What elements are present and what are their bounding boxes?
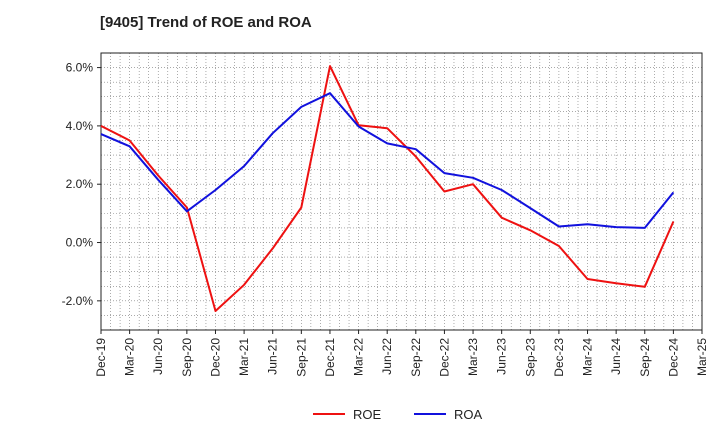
y-axis-ticks: 6.0% 4.0% 2.0% 0.0% -2.0%: [62, 61, 101, 308]
x-tick-label: Jun-23: [495, 338, 509, 375]
y-tick-label: -2.0%: [62, 294, 94, 308]
x-tick-label: Dec-19: [94, 338, 108, 377]
legend-label-roe: ROE: [353, 407, 382, 422]
x-tick-label: Sep-20: [180, 338, 194, 377]
x-tick-label: Mar-24: [581, 338, 595, 376]
x-tick-label: Jun-20: [151, 338, 165, 375]
legend-label-roa: ROA: [454, 407, 483, 422]
x-tick-label: Mar-22: [352, 338, 366, 376]
x-tick-label: Sep-23: [523, 338, 537, 377]
x-tick-label: Jun-22: [380, 338, 394, 375]
x-tick-label: Mar-23: [466, 338, 480, 376]
y-tick-label: 2.0%: [66, 177, 94, 191]
x-tick-label: Sep-22: [409, 338, 423, 377]
plot-area: [100, 52, 703, 331]
x-tick-label: Dec-20: [208, 338, 222, 377]
x-tick-label: Dec-24: [666, 338, 680, 377]
x-tick-label: Mar-20: [123, 338, 137, 376]
series-lines: [100, 65, 675, 312]
grid-lines: [101, 53, 702, 330]
series-line-roe: [100, 65, 675, 312]
x-axis-ticks: Dec-19 Mar-20 Jun-20 Sep-20 Dec-20 Mar-21 Jun-…: [94, 330, 709, 377]
x-tick-label: Mar-21: [237, 338, 251, 376]
y-tick-label: 4.0%: [66, 119, 94, 133]
x-tick-label: Dec-21: [323, 338, 337, 377]
y-tick-label: 0.0%: [66, 236, 94, 250]
legend: ROE ROA: [313, 407, 483, 422]
series-line-roa: [100, 92, 675, 229]
x-tick-label: Mar-25: [695, 338, 709, 376]
x-tick-label: Dec-23: [552, 338, 566, 377]
chart-title: [9405] Trend of ROE and ROA: [100, 14, 312, 31]
x-tick-label: Jun-24: [609, 338, 623, 375]
x-tick-label: Dec-22: [437, 338, 451, 377]
y-tick-label: 6.0%: [66, 61, 94, 75]
x-tick-label: Jun-21: [266, 338, 280, 375]
x-tick-label: Sep-21: [294, 338, 308, 377]
x-tick-label: Sep-24: [638, 338, 652, 377]
